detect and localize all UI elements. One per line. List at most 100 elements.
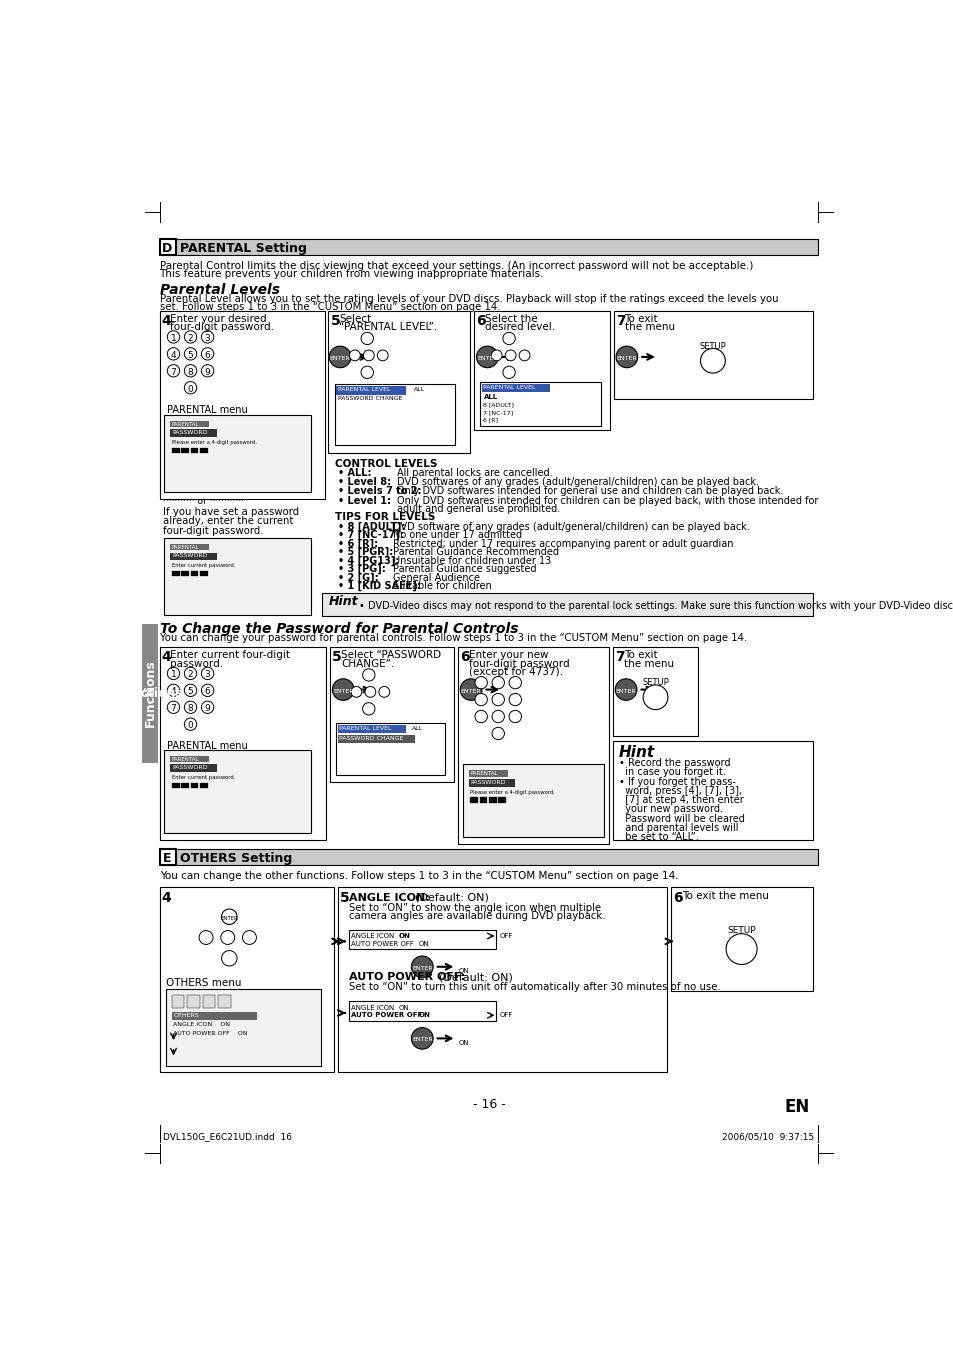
Circle shape xyxy=(184,365,196,377)
Bar xyxy=(348,1001,496,1020)
Bar xyxy=(335,384,455,446)
Text: ··········· or ············: ··········· or ············ xyxy=(162,497,244,507)
Bar xyxy=(468,780,515,786)
Text: 0: 0 xyxy=(188,385,193,393)
Circle shape xyxy=(201,347,213,359)
Text: • Level 1:: • Level 1: xyxy=(337,496,391,505)
Text: your new password.: your new password. xyxy=(618,804,722,815)
Text: 2: 2 xyxy=(188,334,193,343)
Text: ENTER: ENTER xyxy=(330,355,350,361)
Text: SETUP: SETUP xyxy=(699,342,725,350)
Text: PARENTAL: PARENTAL xyxy=(172,757,199,762)
Text: four-digit password.: four-digit password. xyxy=(171,323,274,332)
Text: This feature prevents your children from viewing inappropriate materials.: This feature prevents your children from… xyxy=(159,269,543,280)
Text: Set to “ON” to turn this unit off automatically after 30 minutes of no use.: Set to “ON” to turn this unit off automa… xyxy=(348,982,720,992)
Bar xyxy=(348,929,496,948)
Text: PASSWORD: PASSWORD xyxy=(172,554,207,558)
Bar xyxy=(171,430,216,436)
Text: ENTER: ENTER xyxy=(333,689,354,693)
Bar xyxy=(159,888,334,1073)
Text: ON: ON xyxy=(418,1012,430,1019)
Circle shape xyxy=(502,332,515,345)
Text: ANGLE ICON    ON: ANGLE ICON ON xyxy=(173,1023,231,1027)
Bar xyxy=(337,725,406,732)
Text: 6 [R]: 6 [R] xyxy=(483,417,498,423)
Text: in case you forget it.: in case you forget it. xyxy=(618,767,725,777)
Circle shape xyxy=(184,347,196,359)
Circle shape xyxy=(167,365,179,377)
Text: 5: 5 xyxy=(340,890,350,905)
Circle shape xyxy=(201,331,213,343)
Text: Select “PASSWORD: Select “PASSWORD xyxy=(340,650,440,661)
Text: 4: 4 xyxy=(162,313,172,328)
Text: 8: 8 xyxy=(188,367,193,377)
Text: 3: 3 xyxy=(205,670,211,680)
Bar xyxy=(159,848,175,865)
Text: 1: 1 xyxy=(171,334,176,343)
Bar xyxy=(172,996,184,1008)
Text: Parental Levels: Parental Levels xyxy=(159,282,279,297)
Text: PARENTAL: PARENTAL xyxy=(172,422,199,427)
Text: PARENTAL: PARENTAL xyxy=(470,771,497,777)
Text: AUTO POWER OFF: AUTO POWER OFF xyxy=(351,940,414,947)
Text: Enter your desired: Enter your desired xyxy=(171,313,267,324)
Bar xyxy=(670,888,812,992)
Text: 4: 4 xyxy=(162,890,172,905)
Circle shape xyxy=(362,703,375,715)
Text: • 8 [ADULT]:: • 8 [ADULT]: xyxy=(337,521,405,532)
Text: Parental Guidance Recommended: Parental Guidance Recommended xyxy=(393,547,558,557)
Text: 6: 6 xyxy=(673,890,682,905)
Circle shape xyxy=(221,951,236,966)
Text: Enter your new: Enter your new xyxy=(468,650,548,661)
Circle shape xyxy=(329,346,351,367)
Bar xyxy=(474,311,609,430)
Text: SETUP: SETUP xyxy=(641,678,668,688)
Circle shape xyxy=(642,685,667,709)
Text: already, enter the current: already, enter the current xyxy=(162,516,293,527)
Bar xyxy=(218,996,231,1008)
Text: SETUP: SETUP xyxy=(726,925,755,935)
Bar xyxy=(613,311,812,400)
Circle shape xyxy=(199,931,213,944)
Text: • 4 [PG13]:: • 4 [PG13]: xyxy=(337,555,398,566)
Text: 6: 6 xyxy=(205,351,211,359)
Bar xyxy=(159,239,818,255)
Circle shape xyxy=(616,346,637,367)
Text: • 3 [PG]:: • 3 [PG]: xyxy=(337,565,385,574)
Text: AUTO POWER OFF: AUTO POWER OFF xyxy=(351,1012,422,1019)
Text: PASSWORD CHANGE: PASSWORD CHANGE xyxy=(339,736,403,740)
Bar xyxy=(164,750,311,832)
Text: To exit: To exit xyxy=(623,650,657,661)
Bar xyxy=(328,311,470,453)
Circle shape xyxy=(411,1028,433,1050)
Bar xyxy=(479,797,487,802)
Text: ANGLE ICON:: ANGLE ICON: xyxy=(348,893,429,902)
Text: • DVD-Video discs may not respond to the parental lock settings. Make sure this : • DVD-Video discs may not respond to the… xyxy=(359,601,953,611)
Text: Enter current password.: Enter current password. xyxy=(172,563,235,569)
Text: 5: 5 xyxy=(188,351,193,359)
Bar xyxy=(171,422,209,427)
Text: ON: ON xyxy=(398,934,411,939)
Bar xyxy=(322,593,812,616)
Bar xyxy=(337,888,666,1073)
Text: PARENTAL LEVEL: PARENTAL LEVEL xyxy=(483,385,536,389)
Text: be set to “ALL”.: be set to “ALL”. xyxy=(618,832,699,842)
Circle shape xyxy=(184,331,196,343)
Text: E: E xyxy=(163,852,172,865)
Text: Unsuitable for children under 13: Unsuitable for children under 13 xyxy=(393,555,551,566)
Text: If you have set a password: If you have set a password xyxy=(162,507,298,517)
Bar xyxy=(181,782,189,788)
Text: set. Follow steps 1 to 3 in the “CUSTOM Menu” section on page 14.: set. Follow steps 1 to 3 in the “CUSTOM … xyxy=(159,303,499,312)
Text: word, press [4], [7], [3],: word, press [4], [7], [3], xyxy=(618,786,741,796)
Text: Only DVD softwares intended for general use and children can be played back.: Only DVD softwares intended for general … xyxy=(396,486,782,496)
Text: OFF: OFF xyxy=(499,1012,513,1019)
Text: DVD software of any grades (adult/general/children) can be played back.: DVD software of any grades (adult/genera… xyxy=(393,521,749,532)
Bar xyxy=(171,765,216,771)
Circle shape xyxy=(201,684,213,697)
Text: OTHERS menu: OTHERS menu xyxy=(166,978,241,989)
Text: • Levels 7 to 2:: • Levels 7 to 2: xyxy=(337,486,421,496)
Text: Password will be cleared: Password will be cleared xyxy=(618,813,744,824)
Bar xyxy=(172,447,179,453)
Text: 7 [NC-17]: 7 [NC-17] xyxy=(483,411,513,415)
Text: PARENTAL LEVEL: PARENTAL LEVEL xyxy=(339,725,392,731)
